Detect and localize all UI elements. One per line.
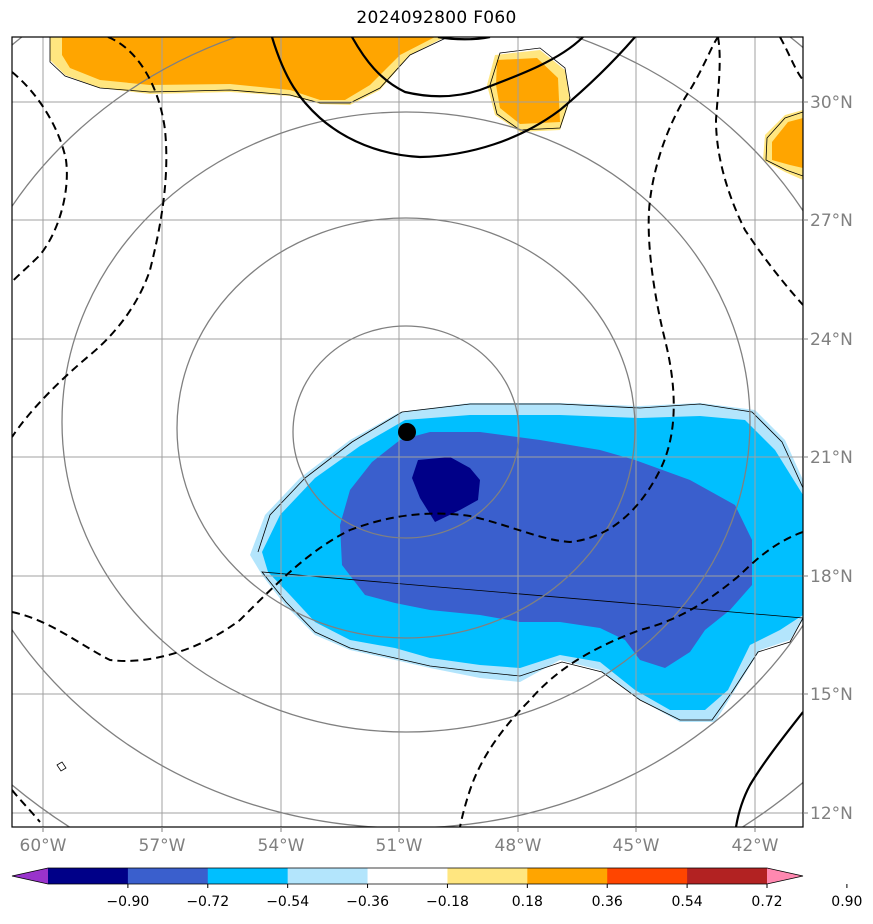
- lon-label: 48°W: [495, 836, 542, 856]
- solid-contour-3: [437, 37, 491, 41]
- colorbar-tick-label: −0.18: [426, 894, 469, 910]
- range-ring-1: [292, 325, 520, 539]
- colorbar-segment: [687, 868, 768, 884]
- colorbar: [11, 867, 804, 885]
- colorbar-segment: [607, 868, 688, 884]
- colorbar-tick-label: 0.72: [751, 894, 782, 910]
- solid-contour-1: [270, 37, 636, 159]
- lon-label: 51°W: [376, 836, 423, 856]
- positive-anomaly-edge-core: [772, 118, 803, 168]
- lon-label: 60°W: [20, 836, 67, 856]
- colorbar-segment: [527, 868, 608, 884]
- positive-blob-outline: [489, 47, 571, 131]
- dashed-contours: [12, 37, 803, 827]
- dashed-contour-1: [12, 37, 168, 438]
- lon-label: 42°W: [732, 836, 779, 856]
- colorbar-tick-label: 0.18: [512, 894, 543, 910]
- map-title: 2024092800 F060: [356, 8, 517, 28]
- graticule: [12, 37, 803, 827]
- colorbar-labels: −0.90 −0.72 −0.54 −0.36 −0.18 0.18 0.36 0.54 0.7…: [106, 884, 862, 910]
- latitude-labels: 30°N 27°N 24°N 21°N 18°N 15°N 12°N: [810, 93, 853, 824]
- colorbar-tick-label: −0.72: [186, 894, 229, 910]
- small-closed-contour: [56, 761, 67, 772]
- range-ring-2: [176, 217, 636, 639]
- colorbar-tick-label: 0.90: [831, 894, 862, 910]
- colorbar-segment: [48, 868, 129, 884]
- colorbar-tick-label: 0.54: [672, 894, 703, 910]
- colorbar-segment: [367, 868, 448, 884]
- lon-label: 57°W: [139, 836, 186, 856]
- range-ring-3: [61, 111, 751, 733]
- dashed-contour-5: [779, 37, 803, 81]
- storm-center-marker: [398, 423, 416, 441]
- solid-contours: [270, 37, 803, 827]
- colorbar-segment: [207, 868, 289, 884]
- dashed-contour-3: [12, 37, 719, 662]
- axis-ticks: [42, 101, 808, 832]
- colorbar-tick-label: 0.36: [592, 894, 623, 910]
- colorbar-segment: [287, 868, 369, 884]
- positive-outline: [49, 37, 449, 104]
- dashed-contour-6: [459, 531, 803, 827]
- lat-label: 18°N: [810, 567, 853, 587]
- solid-contour-4: [734, 711, 803, 827]
- positive-anomaly-blob-core: [496, 58, 560, 124]
- lat-label: 27°N: [810, 211, 853, 231]
- lat-label: 15°N: [810, 685, 853, 705]
- longitude-labels: 60°W 57°W 54°W 51°W 48°W 45°W 42°W: [20, 836, 779, 856]
- positive-edge-outline: [765, 111, 803, 177]
- shaded-field: [50, 37, 803, 722]
- colorbar-segment: [127, 868, 209, 884]
- lat-label: 30°N: [810, 93, 853, 113]
- lon-label: 45°W: [613, 836, 660, 856]
- colorbar-tick-label: −0.36: [346, 894, 389, 910]
- colorbar-segment: [447, 868, 528, 884]
- dashed-contour-7: [12, 789, 41, 823]
- dashed-contour-4: [714, 37, 803, 306]
- colorbar-tick-label: −0.54: [266, 894, 309, 910]
- colorbar-outline: [11, 867, 804, 885]
- map-frame: [11, 36, 804, 828]
- negative-anomaly-max: [412, 457, 480, 522]
- positive-anomaly-core: [62, 37, 435, 100]
- dashed-contour-2: [12, 71, 68, 283]
- solid-contour-2: [351, 37, 584, 98]
- colorbar-extend-high: [767, 868, 803, 884]
- lat-label: 21°N: [810, 448, 853, 468]
- colorbar-tick-label: −0.90: [106, 894, 149, 910]
- colorbar-extend-low: [12, 868, 48, 884]
- lon-label: 54°W: [258, 836, 305, 856]
- lat-label: 12°N: [810, 804, 853, 824]
- lat-label: 24°N: [810, 330, 853, 350]
